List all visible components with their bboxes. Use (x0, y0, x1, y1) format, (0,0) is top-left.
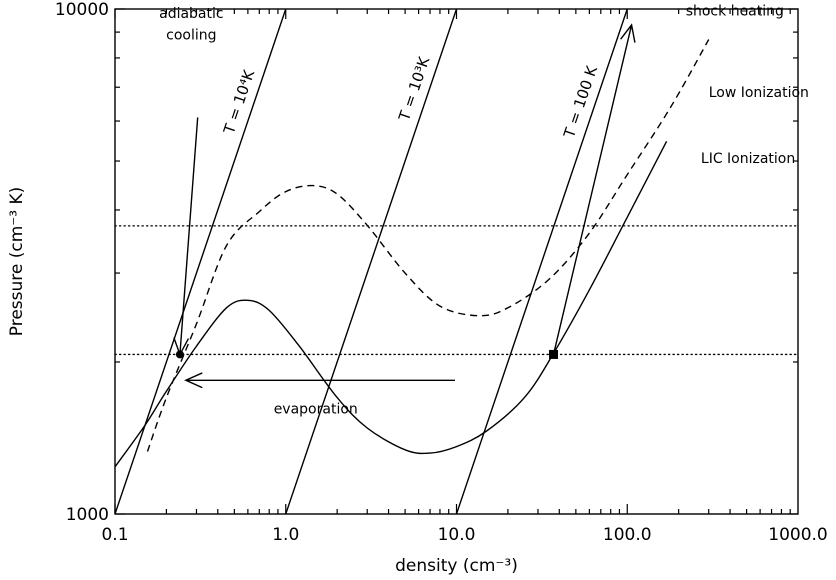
isotherm-label-T10000: T = 10⁴K (220, 67, 259, 138)
annotation-adiabatic: adiabatic (159, 6, 223, 22)
series-line-low-ionization (146, 39, 710, 452)
marker-circle (175, 350, 184, 359)
x-tick-label: 100.0 (603, 525, 652, 545)
x-tick-label: 10.0 (438, 525, 476, 545)
annotation-cooling: cooling (166, 28, 216, 44)
arrow-shock-heating (552, 23, 636, 355)
annotation-low-ionization: Low Ionization (709, 85, 809, 101)
y-tick-label: 10000 (55, 0, 109, 20)
reference-lines (114, 225, 799, 356)
x-tick-label: 0.1 (101, 525, 128, 545)
arrow-evaporation (184, 372, 456, 389)
annotation-lic-ionization: LIC Ionization (701, 151, 795, 167)
y-tick-label: 1000 (66, 505, 109, 525)
series-lines (115, 39, 710, 468)
isotherm-line-T1000 (285, 9, 458, 514)
arrow-adiabatic-cooling (173, 117, 199, 357)
plot-frame (114, 8, 799, 515)
annotation-evaporation: evaporation (274, 402, 358, 418)
isotherm-line-T100 (455, 9, 628, 514)
isotherm-line-T10000 (115, 9, 287, 514)
plot-frame-rect (114, 8, 799, 515)
isotherm-label-T1000: T = 10³K (395, 53, 434, 124)
arrows (173, 23, 636, 389)
marker-square (549, 349, 559, 359)
x-tick-label: 1.0 (272, 525, 299, 545)
axis-ticks (114, 8, 798, 515)
annotation-shock-heating: shock heating (686, 4, 784, 20)
series-line-lic-ionization (115, 140, 668, 468)
isotherm-lines (115, 9, 628, 514)
y-axis-title: Pressure (cm⁻³ K) (7, 187, 27, 337)
x-tick-label: 1000.0 (768, 525, 827, 545)
markers (175, 349, 559, 359)
x-axis-title: density (cm⁻³) (395, 556, 518, 576)
